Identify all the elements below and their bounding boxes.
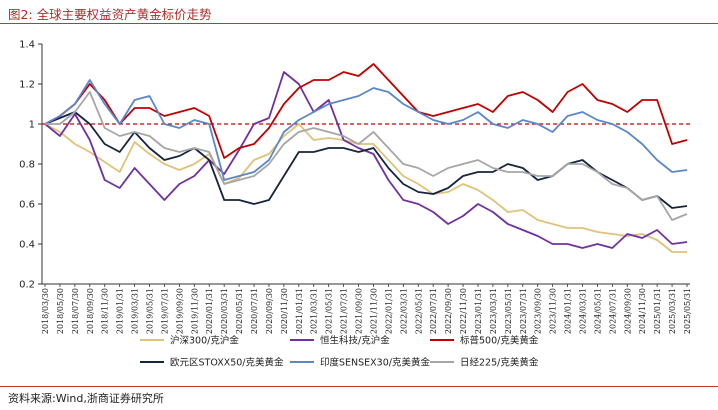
x-tick-label: 2023/07/31 <box>519 288 528 334</box>
y-tick-label: 1.2 <box>19 80 35 91</box>
chart-title: 图2: 全球主要权益资产黄金标价走势 <box>8 7 212 22</box>
footer-rule <box>0 386 718 387</box>
x-tick-label: 2020/09/30 <box>265 288 274 334</box>
x-tick-label: 2021/03/31 <box>310 288 319 334</box>
x-tick-label: 2020/01/31 <box>205 288 214 334</box>
x-tick-label: 2023/01/31 <box>474 288 483 334</box>
x-tick-label: 2021/07/31 <box>340 288 349 334</box>
line-chart: 0.2 0.4 0.6 0.8 1 1.2 1.4 2018/03/30 2018/05/30 2… <box>19 40 692 369</box>
x-tick-label: 2021/05/31 <box>325 288 334 334</box>
legend-label-5: 印度SENSEX30/克美黄金 <box>320 357 430 369</box>
x-tick-label: 2022/03/31 <box>399 288 408 334</box>
x-tick-label: 2021/09/30 <box>355 288 364 334</box>
series-line-2 <box>44 71 688 249</box>
x-tick-label: 2018/09/30 <box>86 288 95 334</box>
x-tick-label: 2020/07/31 <box>250 288 259 334</box>
legend: 沪深300/克沪金 恒生科技/克沪金 标普500/克美黄金欧元区STOXX50/克美… <box>140 335 539 369</box>
x-tick-label: 2018/07/30 <box>71 288 80 334</box>
x-tick-label: 2025/03/31 <box>668 288 677 334</box>
x-tick-label: 2025/01/31 <box>653 288 662 334</box>
x-tick-label: 2019/11/30 <box>190 288 199 334</box>
title-rule <box>0 23 718 24</box>
source-note: 资料来源:Wind,浙商证券研究所 <box>8 392 164 405</box>
x-tick-label: 2020/05/31 <box>235 288 244 334</box>
y-tick-label: 0.4 <box>19 240 35 251</box>
x-tick-label: 2022/09/30 <box>444 288 453 334</box>
series-line-6 <box>45 91 688 221</box>
y-tick-label: 1.4 <box>19 40 35 51</box>
legend-label-6: 日经225/克美黄金 <box>460 357 539 369</box>
x-tick-label: 2018/03/30 <box>41 288 50 334</box>
axes: 0.2 0.4 0.6 0.8 1 1.2 1.4 2018/03/30 2018/05/30 2… <box>19 40 692 335</box>
x-tick-label: 2023/09/30 <box>534 288 543 334</box>
x-tick-label: 2024/01/31 <box>564 288 573 334</box>
legend-label-1: 沪深300/克沪金 <box>170 335 239 347</box>
series-line-1 <box>44 123 687 253</box>
series-line-4 <box>44 111 688 209</box>
x-tick-label: 2018/05/30 <box>56 288 65 334</box>
x-tick-label: 2019/07/31 <box>160 288 169 334</box>
x-tick-label: 2024/09/30 <box>623 288 632 334</box>
y-tick-label: 1 <box>29 120 35 131</box>
x-tick-label: 2022/05/31 <box>414 288 423 334</box>
x-tick-label: 2022/11/30 <box>459 288 468 334</box>
series-line-5 <box>44 79 688 181</box>
x-tick-label: 2024/07/31 <box>608 288 617 334</box>
x-tick-label: 2019/01/31 <box>116 288 125 334</box>
x-tick-label: 2019/09/30 <box>175 288 184 334</box>
x-tick-label: 2023/11/30 <box>549 288 558 334</box>
x-tick-label: 2024/05/31 <box>593 288 602 334</box>
x-tick-label: 2022/01/31 <box>384 288 393 334</box>
x-tick-label: 2024/03/31 <box>578 288 587 334</box>
x-tick-label: 2024/11/30 <box>638 288 647 334</box>
x-tick-label: 2023/03/31 <box>489 288 498 334</box>
x-tick-label: 2018/11/30 <box>101 288 110 334</box>
legend-label-3: 标普500/克美黄金 <box>460 335 539 347</box>
x-tick-label: 2020/11/30 <box>280 288 289 334</box>
x-tick-label: 2021/01/31 <box>295 288 304 334</box>
y-tick-label: 0.2 <box>19 280 35 291</box>
y-tick-label: 0.6 <box>19 200 35 211</box>
x-tick-label: 2023/05/31 <box>504 288 513 334</box>
legend-label-4: 欧元区STOXX50/克美黄金 <box>170 357 284 369</box>
x-tick-label: 2019/05/31 <box>146 288 155 334</box>
x-tick-label: 2025/05/31 <box>683 288 692 334</box>
x-tick-label: 2021/11/30 <box>369 288 378 334</box>
series-line-3 <box>44 63 688 159</box>
x-tick-label: 2020/03/31 <box>220 288 229 334</box>
y-tick-label: 0.8 <box>19 160 35 171</box>
x-tick-label: 2022/07/31 <box>429 288 438 334</box>
legend-label-2: 恒生科技/克沪金 <box>320 335 390 347</box>
x-tick-label: 2019/03/31 <box>131 288 140 334</box>
series-lines <box>44 63 688 253</box>
